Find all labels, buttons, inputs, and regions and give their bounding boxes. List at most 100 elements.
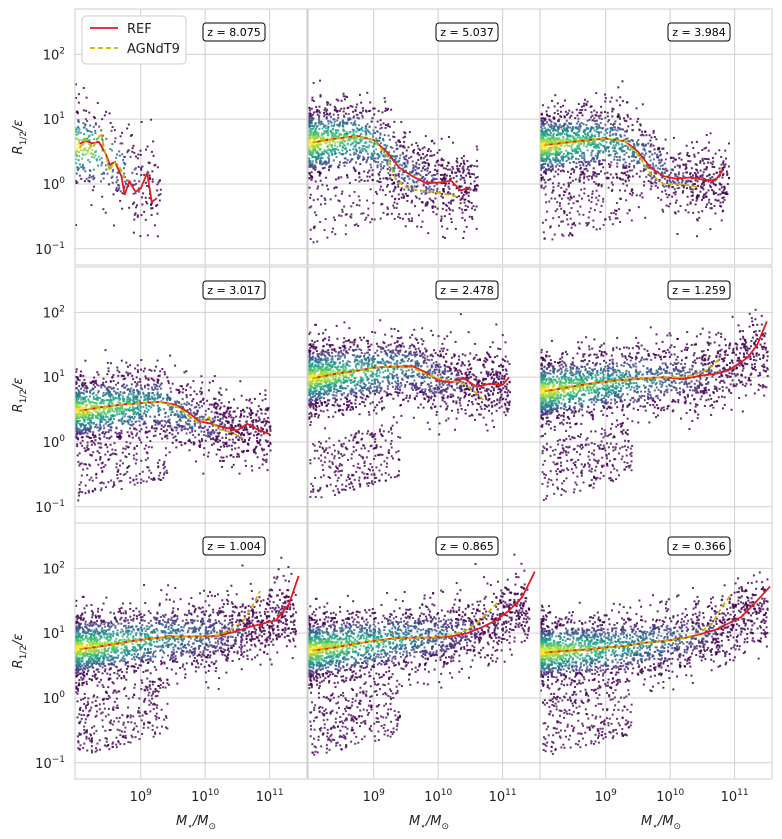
- galaxy-point: [432, 177, 435, 180]
- galaxy-point: [351, 142, 354, 145]
- galaxy-point: [237, 446, 240, 449]
- galaxy-point: [201, 381, 204, 384]
- galaxy-point: [366, 199, 369, 202]
- galaxy-point: [462, 165, 465, 168]
- galaxy-point: [455, 180, 458, 183]
- galaxy-point: [558, 202, 561, 205]
- galaxy-point: [353, 129, 356, 132]
- galaxy-point: [416, 180, 419, 183]
- galaxy-point: [637, 143, 640, 146]
- galaxy-point: [308, 134, 311, 137]
- galaxy-point: [82, 168, 85, 171]
- galaxy-point: [98, 408, 101, 411]
- galaxy-point: [574, 132, 577, 135]
- galaxy-point: [413, 173, 416, 176]
- galaxy-point: [570, 168, 573, 171]
- galaxy-point: [200, 415, 203, 418]
- galaxy-point: [625, 184, 628, 187]
- galaxy-point: [433, 185, 436, 188]
- galaxy-point: [550, 162, 553, 165]
- galaxy-point: [682, 175, 685, 178]
- galaxy-point: [355, 143, 358, 146]
- galaxy-point: [540, 174, 543, 177]
- galaxy-point: [567, 130, 570, 133]
- galaxy-point: [410, 220, 413, 223]
- galaxy-point: [595, 119, 598, 122]
- galaxy-point: [560, 144, 563, 147]
- galaxy-point: [95, 159, 98, 162]
- galaxy-point: [566, 136, 569, 139]
- galaxy-point: [395, 174, 398, 177]
- galaxy-point: [220, 465, 223, 468]
- galaxy-point: [565, 128, 568, 131]
- galaxy-point: [458, 170, 461, 173]
- galaxy-point: [562, 170, 565, 173]
- galaxy-point: [597, 184, 600, 187]
- galaxy-point: [350, 134, 353, 137]
- galaxy-point: [170, 411, 173, 414]
- galaxy-point: [554, 170, 557, 173]
- galaxy-point: [84, 463, 87, 466]
- galaxy-point: [636, 162, 639, 165]
- galaxy-point: [325, 152, 328, 155]
- galaxy-point: [139, 415, 142, 418]
- galaxy-point: [140, 417, 143, 420]
- galaxy-point: [136, 398, 139, 401]
- galaxy-point: [338, 123, 341, 126]
- galaxy-point: [151, 207, 154, 210]
- galaxy-point: [75, 172, 78, 175]
- galaxy-point: [330, 144, 333, 147]
- galaxy-point: [643, 180, 646, 183]
- galaxy-point: [384, 124, 387, 127]
- galaxy-point: [235, 415, 238, 418]
- galaxy-point: [308, 126, 311, 129]
- galaxy-point: [376, 120, 379, 123]
- galaxy-point: [77, 389, 80, 392]
- galaxy-point: [448, 207, 451, 210]
- galaxy-point: [181, 398, 184, 401]
- galaxy-point: [596, 155, 599, 158]
- galaxy-point: [553, 105, 556, 108]
- galaxy-point: [186, 423, 189, 426]
- galaxy-point: [313, 143, 316, 146]
- galaxy-point: [618, 104, 621, 107]
- galaxy-point: [579, 167, 582, 170]
- galaxy-point: [373, 107, 376, 110]
- galaxy-point: [180, 444, 183, 447]
- galaxy-point: [709, 228, 712, 231]
- galaxy-point: [104, 431, 107, 434]
- galaxy-point: [473, 165, 476, 168]
- galaxy-point: [309, 142, 312, 145]
- galaxy-point: [697, 184, 700, 187]
- galaxy-point: [380, 126, 383, 129]
- galaxy-point: [155, 421, 158, 424]
- galaxy-point: [382, 154, 385, 157]
- galaxy-point: [323, 109, 326, 112]
- galaxy-point: [107, 163, 110, 166]
- galaxy-point: [350, 122, 353, 125]
- galaxy-point: [346, 121, 349, 124]
- galaxy-point: [82, 398, 85, 401]
- galaxy-point: [329, 143, 332, 146]
- galaxy-point: [332, 136, 335, 139]
- galaxy-point: [623, 119, 626, 122]
- galaxy-point: [76, 404, 79, 407]
- galaxy-point: [665, 185, 668, 188]
- galaxy-point: [144, 181, 147, 184]
- galaxy-point: [626, 115, 629, 118]
- galaxy-point: [131, 405, 134, 408]
- galaxy-point: [681, 184, 684, 187]
- galaxy-point: [355, 223, 358, 226]
- galaxy-point: [390, 212, 393, 215]
- galaxy-point: [427, 232, 430, 235]
- galaxy-point: [434, 164, 437, 167]
- galaxy-point: [627, 175, 630, 178]
- galaxy-point: [332, 113, 335, 116]
- galaxy-point: [134, 381, 137, 384]
- galaxy-point: [667, 186, 670, 189]
- galaxy-point: [629, 148, 632, 151]
- galaxy-point: [572, 171, 575, 174]
- galaxy-point: [136, 371, 139, 374]
- galaxy-point: [388, 169, 391, 172]
- galaxy-point: [206, 455, 209, 458]
